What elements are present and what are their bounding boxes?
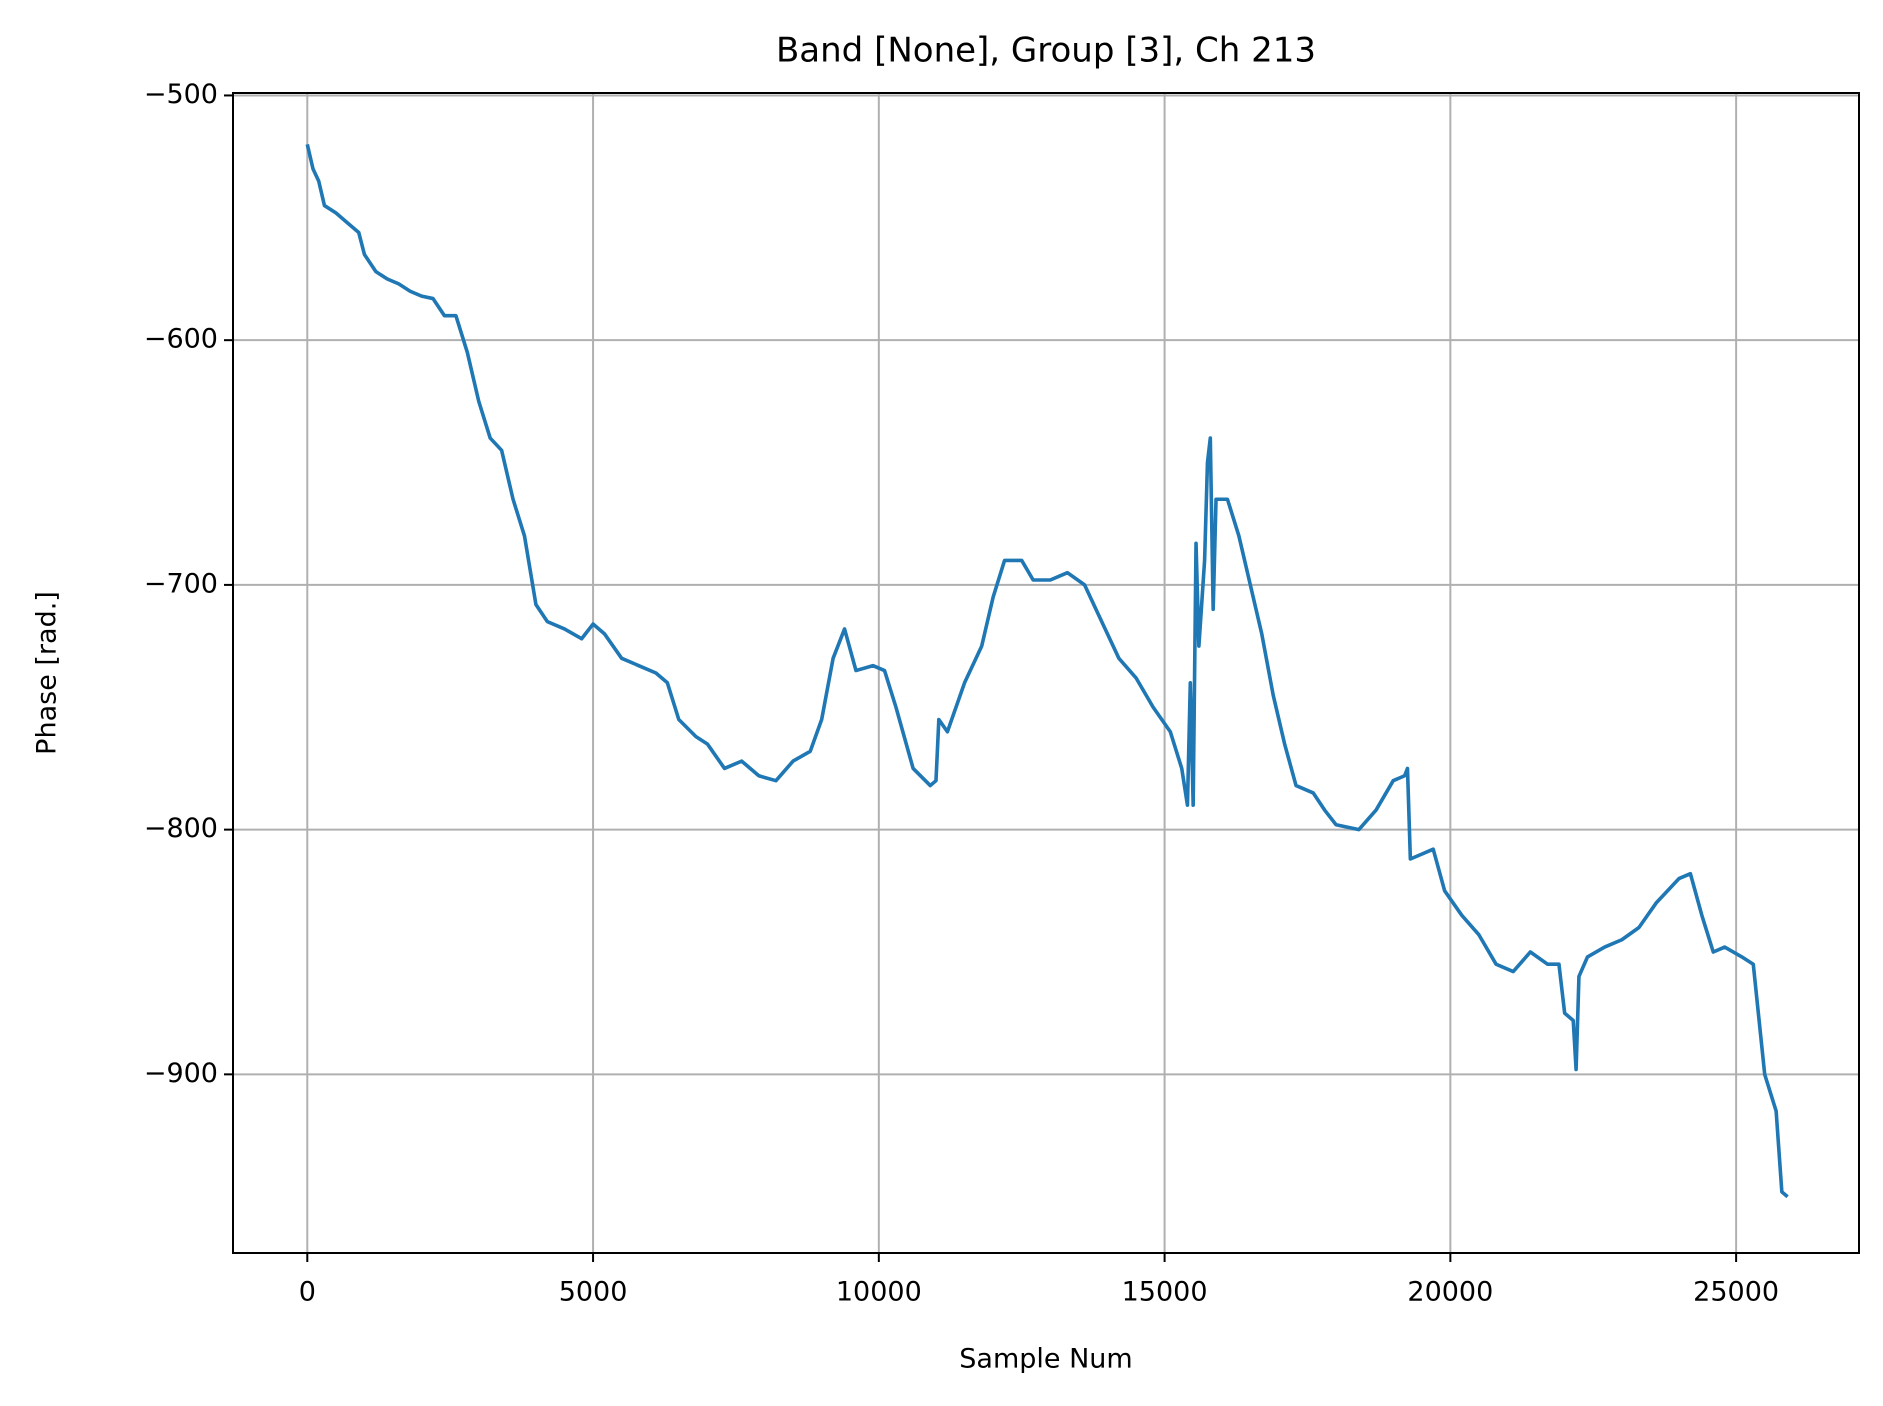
data-line — [305, 143, 1789, 1199]
y-tick-label: −600 — [144, 324, 218, 355]
x-tick-label: 5000 — [559, 1277, 628, 1308]
y-tick-label: −800 — [144, 813, 218, 844]
y-tick-label: −700 — [144, 568, 218, 599]
y-axis-label: Phase [rad.] — [32, 591, 63, 755]
x-tick-label: 25000 — [1693, 1277, 1779, 1308]
x-tick-label: 0 — [299, 1277, 316, 1308]
y-tick-label: −500 — [144, 79, 218, 110]
plot-frame — [232, 92, 1860, 1254]
x-tick-label: 10000 — [836, 1277, 922, 1308]
chart-title: Band [None], Group [3], Ch 213 — [776, 31, 1316, 71]
x-tick-label: 15000 — [1122, 1277, 1208, 1308]
y-tick-label: −900 — [144, 1058, 218, 1089]
x-tick-label: 20000 — [1407, 1277, 1493, 1308]
x-axis-label: Sample Num — [959, 1344, 1132, 1375]
